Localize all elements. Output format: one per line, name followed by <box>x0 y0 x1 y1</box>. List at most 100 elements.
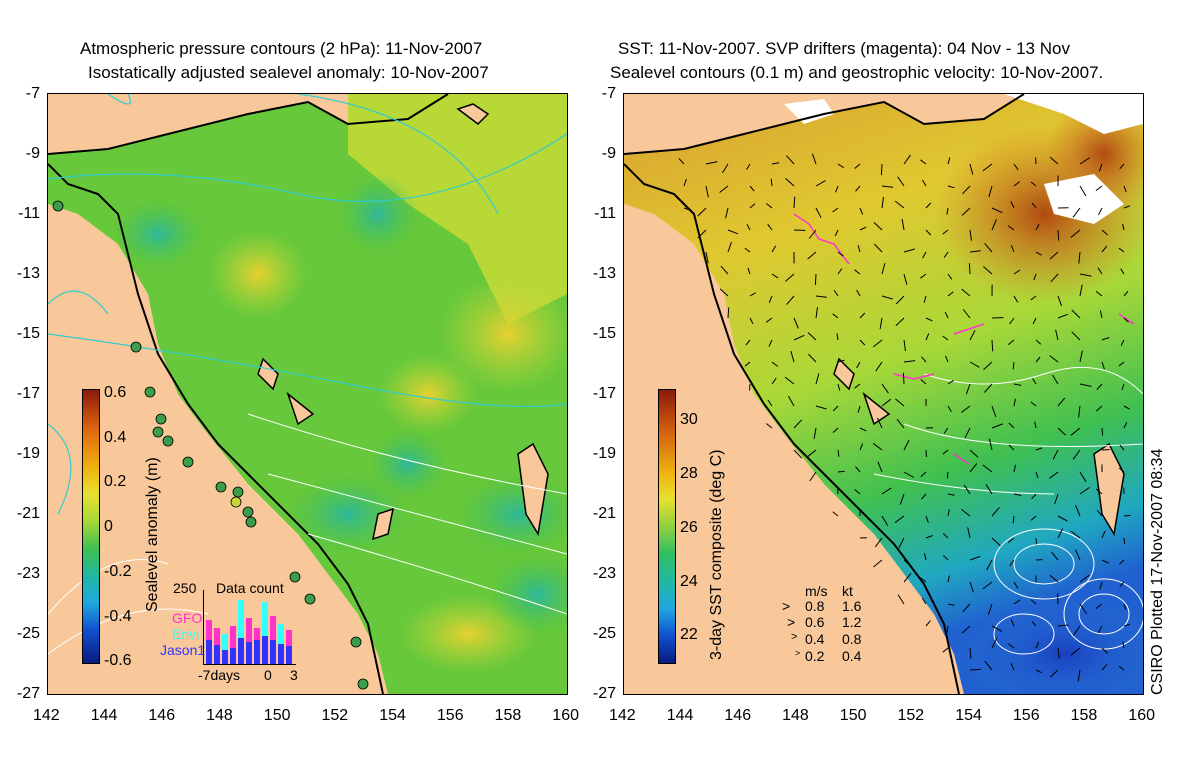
velocity-arrow <box>727 307 730 319</box>
velocity-arrow <box>962 603 971 613</box>
inset-title: Data count <box>216 580 284 596</box>
velocity-arrow <box>1030 181 1037 187</box>
sealevel-colorbar-label: Sealevel anomaly (m) <box>144 457 161 612</box>
velocity-arrow <box>832 511 839 517</box>
velocity-arrow <box>991 219 997 231</box>
velocity-arrow <box>877 461 883 473</box>
velocity-arrow <box>947 493 955 496</box>
velocity-arrow <box>746 163 751 170</box>
velocity-arrow <box>727 229 739 235</box>
velocity-arrow <box>808 229 817 239</box>
velocity-arrow <box>991 537 1001 547</box>
velocity-arrow <box>1009 317 1015 325</box>
velocity-arrow <box>1077 669 1081 682</box>
velocity-arrow <box>1007 339 1015 345</box>
right-xtick-7: 156 <box>1012 707 1040 724</box>
velocity-arrow <box>1095 185 1103 191</box>
velocity-arrow <box>856 289 861 297</box>
velocity-arrow <box>809 471 817 482</box>
velocity-arrow <box>942 229 949 235</box>
velocity-arrow <box>881 383 889 394</box>
velocity-arrow <box>968 263 971 275</box>
velocity-arrow <box>1099 581 1103 590</box>
velocity-arrow <box>984 660 993 671</box>
velocity-arrow <box>1057 427 1067 436</box>
velocity-arrow <box>1119 559 1125 565</box>
velocity-key-kt-2: 0.8 <box>842 631 862 647</box>
velocity-arrow <box>725 207 729 219</box>
velocity-arrow <box>835 185 839 193</box>
velocity-arrow <box>903 471 914 478</box>
velocity-arrow <box>881 487 892 495</box>
left-ytick-5: -17 <box>16 385 40 402</box>
velocity-arrow <box>1013 493 1022 496</box>
velocity-arrow <box>1012 361 1015 370</box>
velocity-arrow <box>969 647 972 659</box>
left-ytick-4: -15 <box>16 325 40 342</box>
velocity-arrow <box>1072 207 1081 218</box>
velocity-arrow <box>768 339 773 347</box>
velocity-arrow <box>1007 537 1015 543</box>
velocity-arrow <box>859 427 867 432</box>
velocity-arrow <box>1013 398 1016 407</box>
left-xtick-0: 142 <box>33 707 60 724</box>
velocity-arrow <box>793 196 796 209</box>
right-title-line2: Sealevel contours (0.1 m) and geostrophi… <box>610 63 1104 82</box>
velocity-arrow <box>1057 624 1069 627</box>
sst-tick-24: 24 <box>680 573 698 590</box>
velocity-arrow <box>963 484 971 495</box>
velocity-arrow <box>967 527 971 539</box>
velocity-arrow <box>697 229 707 239</box>
velocity-arrow <box>1072 449 1081 460</box>
velocity-arrow <box>1057 295 1062 307</box>
velocity-arrow <box>991 625 1003 632</box>
velocity-arrow <box>947 273 953 280</box>
velocity-key-ms-2: 0.4 <box>805 631 825 647</box>
velocity-arrow <box>1078 405 1081 418</box>
velocity-arrow <box>922 179 927 187</box>
velocity-arrow <box>793 317 799 329</box>
velocity-arrow <box>1010 619 1015 627</box>
velocity-arrow <box>1101 427 1104 436</box>
velocity-arrow <box>1123 422 1128 429</box>
velocity-arrow <box>1031 493 1037 500</box>
velocity-arrow <box>942 554 949 561</box>
velocity-arrow <box>943 427 949 434</box>
velocity-arrow <box>983 361 993 370</box>
velocity-key-kt-3: 0.4 <box>842 648 862 664</box>
velocity-arrow <box>873 243 883 253</box>
velocity-arrow <box>793 334 805 341</box>
velocity-arrow <box>1119 444 1125 451</box>
velocity-arrow <box>1031 202 1037 209</box>
right-xtick-6: 154 <box>955 707 982 724</box>
velocity-key-header-kt: kt <box>842 583 853 599</box>
velocity-arrow <box>969 361 980 368</box>
left-title-line1: Atmospheric pressure contours (2 hPa): 1… <box>80 39 483 58</box>
sst-map <box>623 93 1144 695</box>
velocity-arrow <box>1071 309 1081 319</box>
velocity-arrow <box>1070 530 1081 539</box>
velocity-arrow <box>727 241 732 253</box>
velocity-arrow <box>896 418 905 429</box>
velocity-arrow <box>969 463 978 473</box>
velocity-arrow <box>1049 669 1059 678</box>
velocity-arrow <box>1010 245 1015 253</box>
velocity-arrow <box>807 251 817 260</box>
velocity-arrow <box>1013 383 1022 386</box>
velocity-arrow <box>1096 383 1103 390</box>
velocity-arrow <box>1101 647 1108 654</box>
velocity-arrow <box>946 471 949 479</box>
velocity-arrow <box>683 207 692 211</box>
velocity-arrow <box>1118 247 1125 253</box>
left-xtick-6: 154 <box>379 707 406 724</box>
velocity-arrow <box>1101 530 1106 539</box>
velocity-arrow <box>832 313 839 319</box>
colorbar-tick-5: -0.4 <box>104 608 132 625</box>
velocity-arrow <box>899 493 905 505</box>
right-ytick-10: -27 <box>592 685 616 702</box>
velocity-arrow <box>942 449 949 455</box>
velocity-arrow <box>1013 181 1021 187</box>
left-ytick-6: -19 <box>16 445 40 462</box>
velocity-arrow <box>705 185 709 198</box>
right-xtick-1: 144 <box>666 707 694 724</box>
